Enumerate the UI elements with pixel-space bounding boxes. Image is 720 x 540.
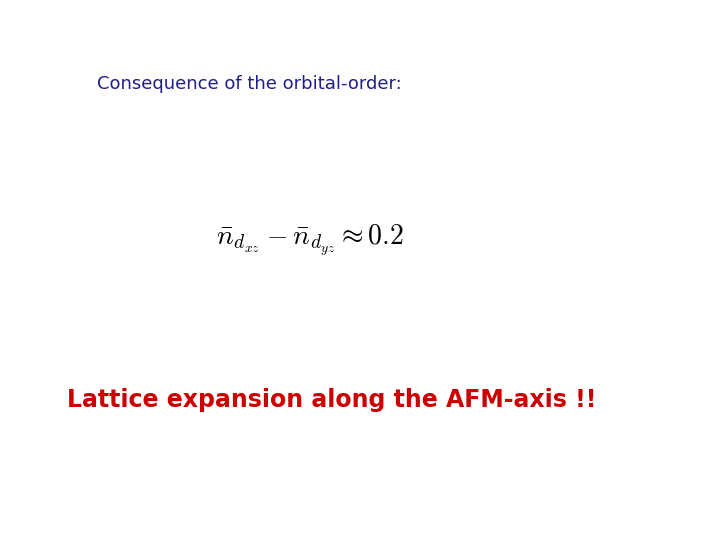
Text: Consequence of the orbital-order:: Consequence of the orbital-order: — [97, 75, 402, 93]
Text: Lattice expansion along the AFM-axis !!: Lattice expansion along the AFM-axis !! — [66, 388, 596, 411]
Text: $\bar{n}_{d_{xz}} - \bar{n}_{d_{yz}} \approx 0.2$: $\bar{n}_{d_{xz}} - \bar{n}_{d_{yz}} \ap… — [216, 222, 404, 258]
